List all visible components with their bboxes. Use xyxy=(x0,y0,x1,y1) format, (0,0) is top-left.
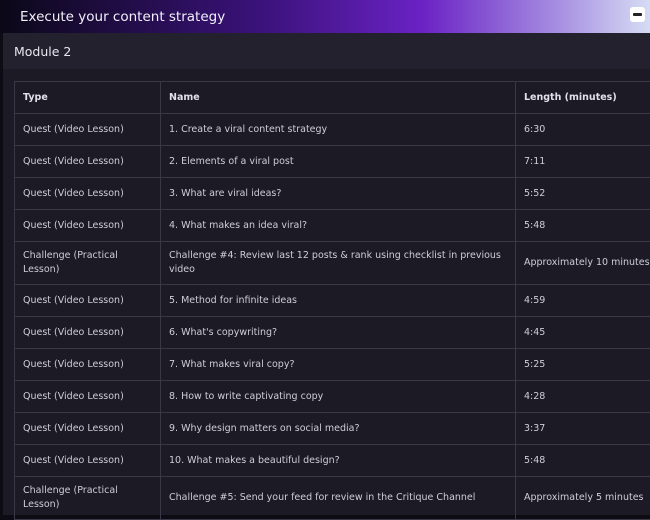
module-panel: Module 2 Type Name Length (minutes) Ques… xyxy=(3,33,650,515)
cell-name: 1. Create a viral content strategy xyxy=(161,114,516,146)
column-header-name: Name xyxy=(161,82,516,114)
cell-length: 3:37 xyxy=(516,413,650,445)
table-row: Quest (Video Lesson)8. How to write capt… xyxy=(15,381,650,413)
cell-type: Quest (Video Lesson) xyxy=(15,349,161,381)
cell-name: 4. What makes an idea viral? xyxy=(161,210,516,242)
cell-type: Quest (Video Lesson) xyxy=(15,381,161,413)
cell-length: 6:30 xyxy=(516,114,650,146)
cell-name: 10. What makes a beautiful design? xyxy=(161,445,516,477)
cell-name: 9. Why design matters on social media? xyxy=(161,413,516,445)
cell-name: 2. Elements of a viral post xyxy=(161,146,516,178)
cell-length: 4:45 xyxy=(516,317,650,349)
cell-length: Approximately 10 minutes xyxy=(516,242,650,285)
table-row: Quest (Video Lesson)6. What's copywritin… xyxy=(15,317,650,349)
table-row: Challenge (Practical Lesson)Challenge #5… xyxy=(15,477,650,520)
cell-length: 5:25 xyxy=(516,349,650,381)
cell-name: 3. What are viral ideas? xyxy=(161,178,516,210)
collapse-button[interactable] xyxy=(630,7,645,22)
cell-type: Challenge (Practical Lesson) xyxy=(15,477,161,520)
section-header[interactable]: Execute your content strategy xyxy=(0,0,650,33)
table-row: Quest (Video Lesson)3. What are viral id… xyxy=(15,178,650,210)
cell-name: 6. What's copywriting? xyxy=(161,317,516,349)
cell-length: 5:48 xyxy=(516,445,650,477)
cell-length: 4:59 xyxy=(516,285,650,317)
table-row: Challenge (Practical Lesson)Challenge #4… xyxy=(15,242,650,285)
module-title: Module 2 xyxy=(3,33,650,69)
cell-type: Quest (Video Lesson) xyxy=(15,317,161,349)
table-row: Quest (Video Lesson)10. What makes a bea… xyxy=(15,445,650,477)
cell-length: 5:52 xyxy=(516,178,650,210)
table-row: Quest (Video Lesson)1. Create a viral co… xyxy=(15,114,650,146)
cell-type: Challenge (Practical Lesson) xyxy=(15,242,161,285)
cell-name: Challenge #5: Send your feed for review … xyxy=(161,477,516,520)
cell-type: Quest (Video Lesson) xyxy=(15,413,161,445)
table-row: Quest (Video Lesson)7. What makes viral … xyxy=(15,349,650,381)
cell-type: Quest (Video Lesson) xyxy=(15,285,161,317)
table-row: Quest (Video Lesson)5. Method for infini… xyxy=(15,285,650,317)
table-row: Quest (Video Lesson)4. What makes an ide… xyxy=(15,210,650,242)
cell-name: 8. How to write captivating copy xyxy=(161,381,516,413)
cell-name: Challenge #4: Review last 12 posts & ran… xyxy=(161,242,516,285)
cell-length: 4:28 xyxy=(516,381,650,413)
minus-icon xyxy=(633,13,642,16)
cell-length: 5:48 xyxy=(516,210,650,242)
section-title: Execute your content strategy xyxy=(20,9,225,25)
cell-length: 7:11 xyxy=(516,146,650,178)
cell-type: Quest (Video Lesson) xyxy=(15,114,161,146)
column-header-length: Length (minutes) xyxy=(516,82,650,114)
cell-name: 5. Method for infinite ideas xyxy=(161,285,516,317)
cell-type: Quest (Video Lesson) xyxy=(15,210,161,242)
column-header-type: Type xyxy=(15,82,161,114)
table-row: Quest (Video Lesson)9. Why design matter… xyxy=(15,413,650,445)
cell-type: Quest (Video Lesson) xyxy=(15,146,161,178)
lessons-table: Type Name Length (minutes) Quest (Video … xyxy=(14,81,650,520)
cell-type: Quest (Video Lesson) xyxy=(15,178,161,210)
cell-type: Quest (Video Lesson) xyxy=(15,445,161,477)
cell-length: Approximately 5 minutes xyxy=(516,477,650,520)
cell-name: 7. What makes viral copy? xyxy=(161,349,516,381)
table-header-row: Type Name Length (minutes) xyxy=(15,82,650,114)
table-row: Quest (Video Lesson)2. Elements of a vir… xyxy=(15,146,650,178)
